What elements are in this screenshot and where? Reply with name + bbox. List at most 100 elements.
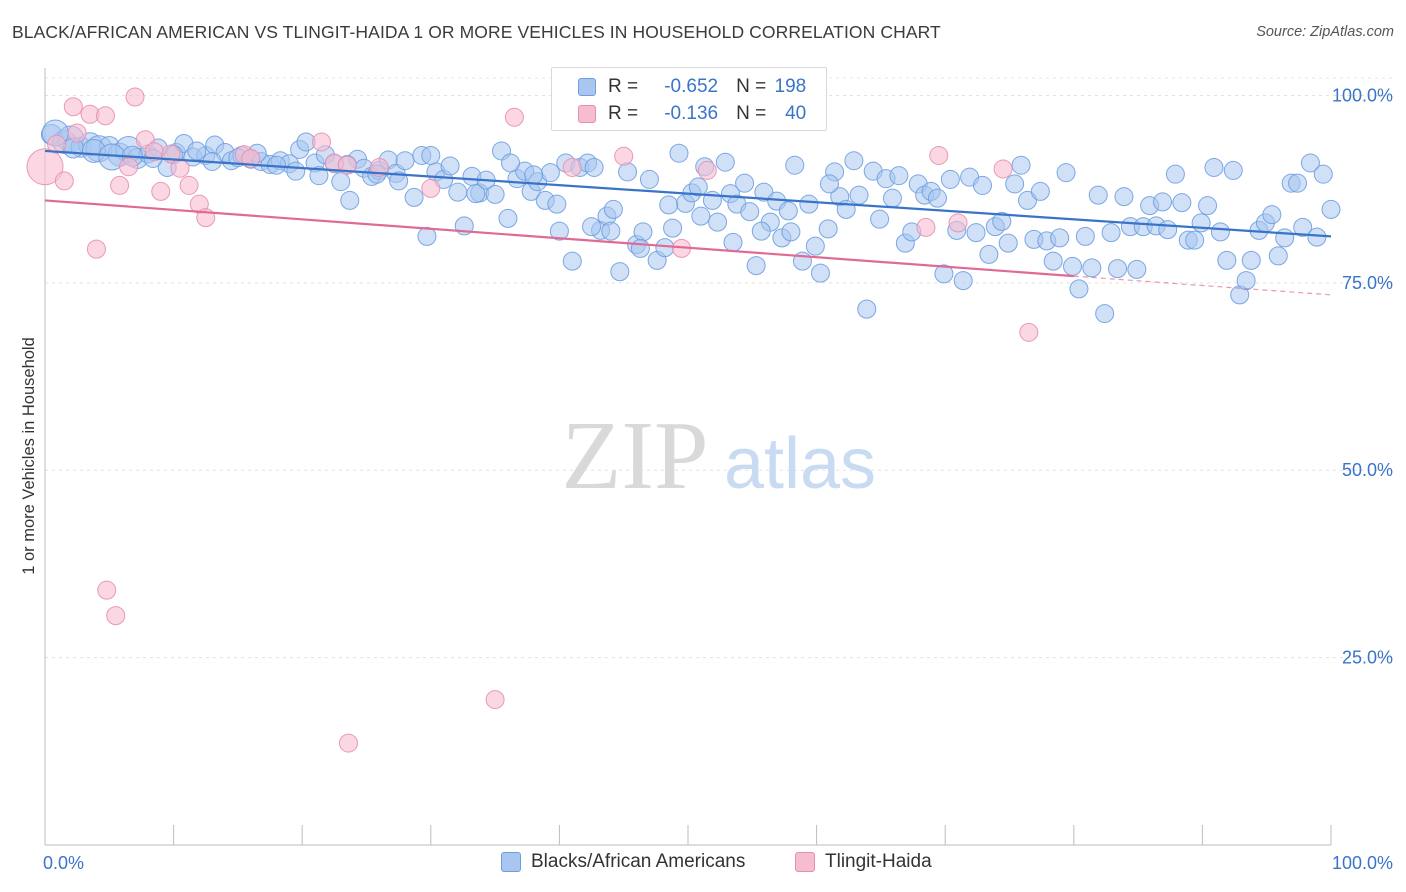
point-blacks xyxy=(1050,228,1070,248)
point-blacks xyxy=(870,209,890,229)
point-blacks xyxy=(1043,251,1063,271)
tick-labels: 25.0% 50.0% 75.0% 100.0% 0.0% 100.0% xyxy=(43,85,1393,873)
point-blacks xyxy=(540,163,560,183)
point-tlingit xyxy=(54,171,74,191)
point-blacks xyxy=(778,201,798,221)
point-blacks xyxy=(524,165,544,185)
point-tlingit xyxy=(170,158,190,178)
legend-swatch-blacks xyxy=(578,78,596,96)
point-blacks xyxy=(603,199,623,219)
point-blacks xyxy=(882,188,902,208)
trend-line-tlingit-extrapolated xyxy=(1073,275,1332,296)
point-blacks xyxy=(1313,164,1333,184)
point-blacks xyxy=(417,226,437,246)
trend-line-tlingit xyxy=(44,199,1074,278)
axes xyxy=(44,68,1332,846)
point-blacks xyxy=(286,161,306,181)
point-blacks xyxy=(485,184,505,204)
point-tlingit xyxy=(338,733,358,753)
point-blacks xyxy=(501,153,521,173)
point-blacks xyxy=(1217,250,1237,270)
watermark: ZIP atlas xyxy=(562,402,877,510)
point-tlingit xyxy=(179,175,199,195)
point-blacks xyxy=(1005,174,1025,194)
point-blacks xyxy=(1293,217,1313,237)
legend-n-label: N = xyxy=(736,103,767,124)
point-blacks xyxy=(1275,228,1295,248)
point-blacks xyxy=(819,174,839,194)
point-tlingit xyxy=(697,160,717,180)
point-blacks xyxy=(953,271,973,291)
chart-title: BLACK/AFRICAN AMERICAN VS TLINGIT-HAIDA … xyxy=(12,22,941,42)
point-blacks xyxy=(972,175,992,195)
point-blacks xyxy=(1108,259,1128,279)
point-tlingit xyxy=(916,217,936,237)
point-blacks xyxy=(1075,226,1095,246)
point-tlingit xyxy=(929,145,949,165)
point-blacks xyxy=(1172,193,1192,213)
point-blacks xyxy=(584,157,604,177)
point-tlingit xyxy=(125,87,145,107)
point-blacks xyxy=(1056,163,1076,183)
source-credit: Source: ZipAtlas.com xyxy=(1256,24,1394,40)
point-tlingit xyxy=(63,97,83,117)
point-blacks xyxy=(1198,196,1218,216)
point-tlingit xyxy=(948,213,968,233)
point-tlingit xyxy=(67,123,87,143)
y-axis-label: 1 or more Vehicles in Household xyxy=(20,337,38,575)
x-tick-label-min: 0.0% xyxy=(43,853,84,873)
point-blacks xyxy=(715,152,735,172)
y-tick-label: 75.0% xyxy=(1342,273,1393,293)
point-tlingit xyxy=(485,690,505,710)
watermark-zip: ZIP xyxy=(562,402,709,510)
x-tick-label-max: 100.0% xyxy=(1332,853,1393,873)
point-blacks xyxy=(746,256,766,276)
point-tlingit xyxy=(119,157,139,177)
point-blacks xyxy=(187,141,207,161)
point-blacks xyxy=(849,185,869,205)
bottom-legend-label-blacks: Blacks/African Americans xyxy=(531,851,746,872)
legend-r-value-blacks: -0.652 xyxy=(664,76,719,97)
legend-r-value-tlingit: -0.136 xyxy=(664,103,719,124)
point-blacks xyxy=(818,219,838,239)
point-tlingit xyxy=(1019,322,1039,342)
legend-n-label: N = xyxy=(736,76,767,97)
point-blacks xyxy=(1101,223,1121,243)
point-blacks xyxy=(940,169,960,189)
bottom-legend-item-tlingit[interactable]: Tlingit-Haida xyxy=(795,851,932,873)
point-blacks xyxy=(549,221,569,241)
point-blacks xyxy=(1165,164,1185,184)
point-blacks xyxy=(1082,258,1102,278)
point-blacks xyxy=(1030,181,1050,201)
point-blacks xyxy=(785,155,805,175)
point-blacks xyxy=(927,188,947,208)
point-blacks xyxy=(1300,153,1320,173)
point-tlingit xyxy=(26,148,64,186)
point-blacks xyxy=(1011,155,1031,175)
legend-row-blacks: R = -0.652 N = 198 xyxy=(552,73,806,101)
point-tlingit xyxy=(110,175,130,195)
point-blacks xyxy=(639,169,659,189)
bottom-legend: Blacks/African Americans Tlingit-Haida xyxy=(0,851,1406,879)
point-blacks xyxy=(1307,227,1327,247)
point-blacks xyxy=(309,166,329,186)
point-blacks xyxy=(669,143,689,163)
point-blacks xyxy=(805,236,825,256)
bottom-legend-item-blacks[interactable]: Blacks/African Americans xyxy=(501,851,745,873)
point-blacks xyxy=(966,223,986,243)
point-tlingit xyxy=(47,134,67,154)
point-blacks xyxy=(1223,160,1243,180)
point-blacks xyxy=(466,184,486,204)
point-blacks xyxy=(655,238,675,258)
legend-n-value-tlingit: 40 xyxy=(785,103,807,124)
trend-line-blacks xyxy=(44,149,1332,238)
point-blacks xyxy=(1127,259,1147,279)
legend-row-tlingit: R = -0.136 N = 40 xyxy=(552,100,806,128)
point-blacks xyxy=(1210,222,1230,242)
point-blacks xyxy=(421,145,441,165)
point-blacks xyxy=(663,218,683,238)
point-blacks xyxy=(992,211,1012,231)
point-blacks xyxy=(633,222,653,242)
point-blacks xyxy=(751,221,771,241)
